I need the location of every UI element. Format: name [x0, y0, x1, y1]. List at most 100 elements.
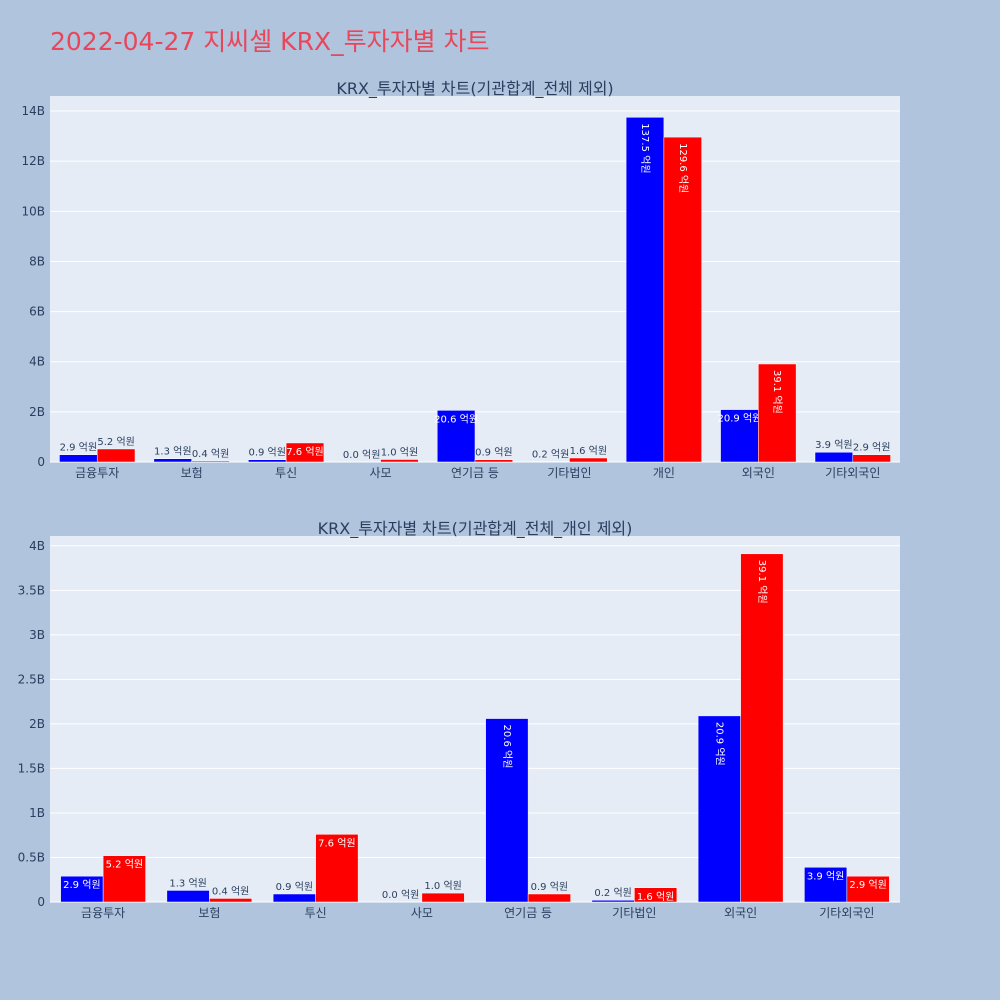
data-label: 1.6 억원 [637, 891, 674, 903]
bar [527, 893, 571, 903]
y-tick-label: 2.5B [18, 672, 45, 686]
data-label: 0.9 억원 [475, 447, 512, 459]
x-tick-label: 금융투자 [81, 906, 125, 920]
x-tick-label: 금융투자 [75, 466, 119, 480]
y-tick-label: 6B [29, 305, 45, 319]
data-label: 0.4 억원 [212, 885, 249, 897]
y-tick-label: 3.5B [18, 583, 45, 597]
data-label: 20.6 억원 [434, 413, 478, 425]
chart-title: KRX_투자자별 차트(기관합계_전체_개인 제외) [318, 519, 633, 539]
data-label: 0.9 억원 [531, 881, 568, 893]
bar [272, 893, 316, 903]
data-label: 0.9 억원 [248, 447, 285, 459]
data-label: 137.5 억원 [639, 123, 651, 173]
bar [625, 117, 665, 463]
y-tick-label: 1.5B [18, 761, 45, 775]
x-tick-label: 기타법인 [547, 466, 591, 480]
bar [285, 442, 325, 463]
data-label: 1.3 억원 [169, 877, 206, 889]
x-tick-label: 보험 [181, 466, 203, 480]
y-tick-label: 2B [29, 717, 45, 731]
data-label: 1.6 억원 [570, 445, 607, 457]
x-tick-label: 연기금 등 [451, 466, 499, 480]
bar [758, 363, 797, 463]
data-label: 0.4 억원 [192, 448, 229, 460]
bar [474, 459, 514, 463]
bar [852, 454, 891, 463]
data-label: 20.6 억원 [501, 725, 513, 769]
x-tick-label: 외국인 [742, 466, 775, 480]
data-label: 2.9 억원 [849, 879, 886, 891]
x-tick-label: 기타외국인 [819, 906, 874, 920]
bar [421, 892, 465, 903]
bar [380, 459, 419, 463]
data-label: 20.9 억원 [718, 413, 762, 425]
data-label: 1.3 억원 [154, 446, 191, 458]
bar [569, 457, 608, 463]
x-tick-label: 투신 [305, 906, 327, 920]
data-label: 1.0 억원 [424, 880, 461, 892]
data-label: 129.6 억원 [677, 143, 689, 193]
bar [96, 448, 136, 463]
y-tick-label: 8B [29, 254, 45, 268]
bar [191, 460, 230, 463]
x-tick-label: 개인 [653, 466, 675, 480]
data-label: 0.2 억원 [532, 448, 569, 460]
y-tick-label: 12B [21, 154, 45, 168]
y-tick-label: 10B [21, 204, 45, 218]
data-label: 0.2 억원 [594, 887, 631, 899]
bar [485, 718, 529, 903]
data-label: 39.1 억원 [771, 370, 783, 414]
y-tick-label: 0 [37, 895, 45, 909]
data-label: 2.9 억원 [853, 442, 890, 454]
data-label: 0.9 억원 [276, 881, 313, 893]
x-tick-label: 투신 [275, 466, 297, 480]
chart-top: KRX_투자자별 차트(기관합계_전체 제외) 0 2B 4B 6B 8B 10B 12B 14… [21, 79, 900, 480]
y-tick-label: 1B [29, 806, 45, 820]
y-tick-label: 4B [29, 355, 45, 369]
y-tick-label: 3B [29, 628, 45, 642]
bar [436, 410, 476, 463]
data-label: 39.1 억원 [756, 560, 768, 604]
data-label: 0.0 억원 [382, 889, 419, 901]
y-tick-label: 2B [29, 405, 45, 419]
bar [634, 887, 678, 903]
data-label: 0.0 억원 [343, 449, 380, 461]
data-label: 2.9 억원 [60, 442, 97, 454]
x-tick-label: 기타법인 [612, 906, 656, 920]
bar [102, 855, 146, 903]
y-tick-label: 14B [21, 104, 45, 118]
bar [591, 899, 635, 903]
x-tick-label: 기타외국인 [825, 466, 880, 480]
bar [740, 553, 784, 903]
bar [153, 458, 192, 463]
x-tick-label: 사모 [411, 906, 433, 920]
data-label: 3.9 억원 [815, 439, 852, 451]
data-label: 3.9 억원 [807, 870, 844, 882]
bar [720, 409, 759, 463]
y-tick-label: 0.5B [18, 850, 45, 864]
chart-title: KRX_투자자별 차트(기관합계_전체 제외) [336, 79, 613, 99]
data-label: 1.0 억원 [381, 446, 418, 458]
bar [697, 715, 741, 903]
y-tick-label: 4B [29, 539, 45, 553]
bar [846, 875, 890, 903]
bar [166, 890, 210, 903]
bar [209, 898, 253, 903]
x-tick-label: 사모 [370, 466, 392, 480]
data-label: 5.2 억원 [106, 859, 143, 871]
data-label: 7.6 억원 [318, 837, 355, 849]
x-tick-label: 보험 [198, 906, 220, 920]
data-label: 5.2 억원 [97, 436, 134, 448]
bar [315, 834, 359, 903]
data-label: 2.9 억원 [63, 879, 100, 891]
bar [663, 136, 702, 463]
data-label: 7.6 억원 [286, 446, 323, 458]
page-title: 2022-04-27 지씨셀 KRX_투자자별 차트 [50, 27, 490, 56]
data-label: 20.9 억원 [713, 722, 725, 766]
x-tick-label: 외국인 [724, 906, 757, 920]
x-tick-label: 연기금 등 [504, 906, 552, 920]
y-tick-label: 0 [37, 455, 45, 469]
bar [804, 867, 848, 903]
